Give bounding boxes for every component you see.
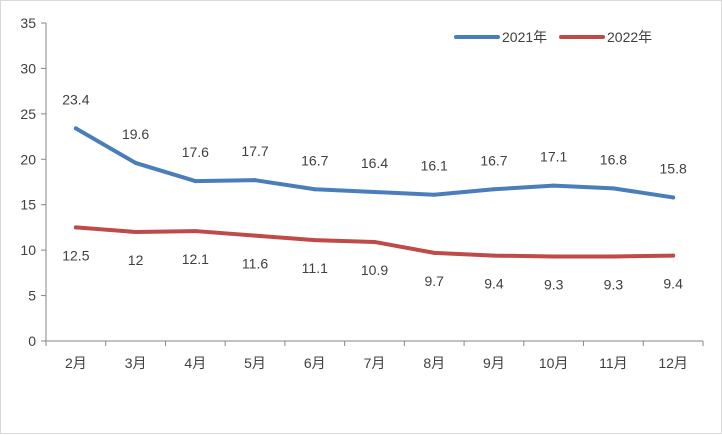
data-label: 9.3: [604, 277, 624, 293]
x-tick-label: 3月: [125, 355, 147, 371]
data-point: [432, 250, 437, 255]
x-tick-label: 9月: [483, 355, 505, 371]
data-point: [133, 229, 138, 234]
data-label: 17.6: [182, 144, 209, 160]
data-label: 12.5: [62, 247, 89, 263]
x-tick-label: 11月: [599, 355, 628, 371]
data-label: 12: [128, 252, 144, 268]
data-label: 9.4: [484, 276, 504, 292]
data-label: 23.4: [62, 91, 89, 107]
x-tick-label: 6月: [304, 355, 326, 371]
data-label: 11.6: [242, 256, 268, 272]
data-label: 16.1: [421, 158, 448, 174]
data-label: 17.1: [540, 149, 567, 165]
y-tick-label: 35: [20, 15, 36, 31]
data-point: [133, 160, 138, 165]
data-point: [372, 189, 377, 194]
x-axis-ticks: 2月 3月 4月 5月 6月 7月 8月 9月 10月 11月 12月: [45, 341, 704, 371]
data-point: [671, 195, 676, 200]
x-tick-label: 10月: [539, 355, 569, 371]
data-point: [671, 253, 676, 258]
x-tick-label: 7月: [364, 355, 386, 371]
data-label: 19.6: [122, 126, 149, 142]
data-point: [491, 187, 496, 192]
series-group: [73, 126, 676, 259]
x-tick-label: 2月: [65, 355, 87, 371]
data-label: 9.3: [544, 277, 564, 293]
x-tick-label: 12月: [658, 355, 688, 371]
data-point: [551, 254, 556, 259]
data-point: [312, 187, 317, 192]
y-tick-label: 0: [28, 333, 36, 349]
x-tick-label: 4月: [184, 355, 206, 371]
y-axis-ticks: 0 5 10 15 20 25 30 35: [20, 15, 46, 349]
data-point: [73, 225, 78, 230]
data-label: 16.4: [361, 155, 388, 171]
y-tick-label: 5: [28, 288, 36, 304]
data-label: 9.4: [663, 276, 683, 292]
x-tick-label: 8月: [423, 355, 445, 371]
data-point: [551, 183, 556, 188]
data-label: 16.7: [480, 152, 507, 168]
legend-label-1: 2022年: [607, 29, 652, 45]
data-label: 12.1: [182, 251, 209, 267]
data-label: 10.9: [361, 262, 388, 278]
data-label: 17.7: [241, 143, 268, 159]
data-label: 15.8: [660, 160, 687, 176]
data-point: [611, 186, 616, 191]
y-tick-label: 20: [20, 151, 36, 167]
data-label: 16.8: [600, 151, 627, 167]
data-point: [372, 239, 377, 244]
data-point: [491, 253, 496, 258]
data-point: [193, 179, 198, 184]
data-point: [73, 126, 78, 131]
data-point: [312, 238, 317, 243]
x-tick-label: 5月: [244, 355, 266, 371]
data-label: 16.7: [301, 152, 328, 168]
data-point: [253, 178, 258, 183]
data-point: [611, 254, 616, 259]
data-point: [253, 233, 258, 238]
data-point: [193, 229, 198, 234]
legend-label-0: 2021年: [502, 29, 547, 45]
data-label: 11.1: [302, 260, 328, 276]
y-tick-label: 10: [20, 242, 36, 258]
y-tick-label: 25: [20, 106, 36, 122]
data-point: [432, 192, 437, 197]
data-label: 9.7: [424, 273, 444, 289]
legend: 2021年 2022年: [454, 29, 652, 45]
y-tick-label: 15: [20, 197, 36, 213]
data-labels: 23.4 19.6 17.6 17.7 16.7 16.4 16.1 16.7 17.1 16.8…: [62, 91, 687, 292]
axes: [45, 23, 703, 342]
y-tick-label: 30: [20, 60, 36, 76]
